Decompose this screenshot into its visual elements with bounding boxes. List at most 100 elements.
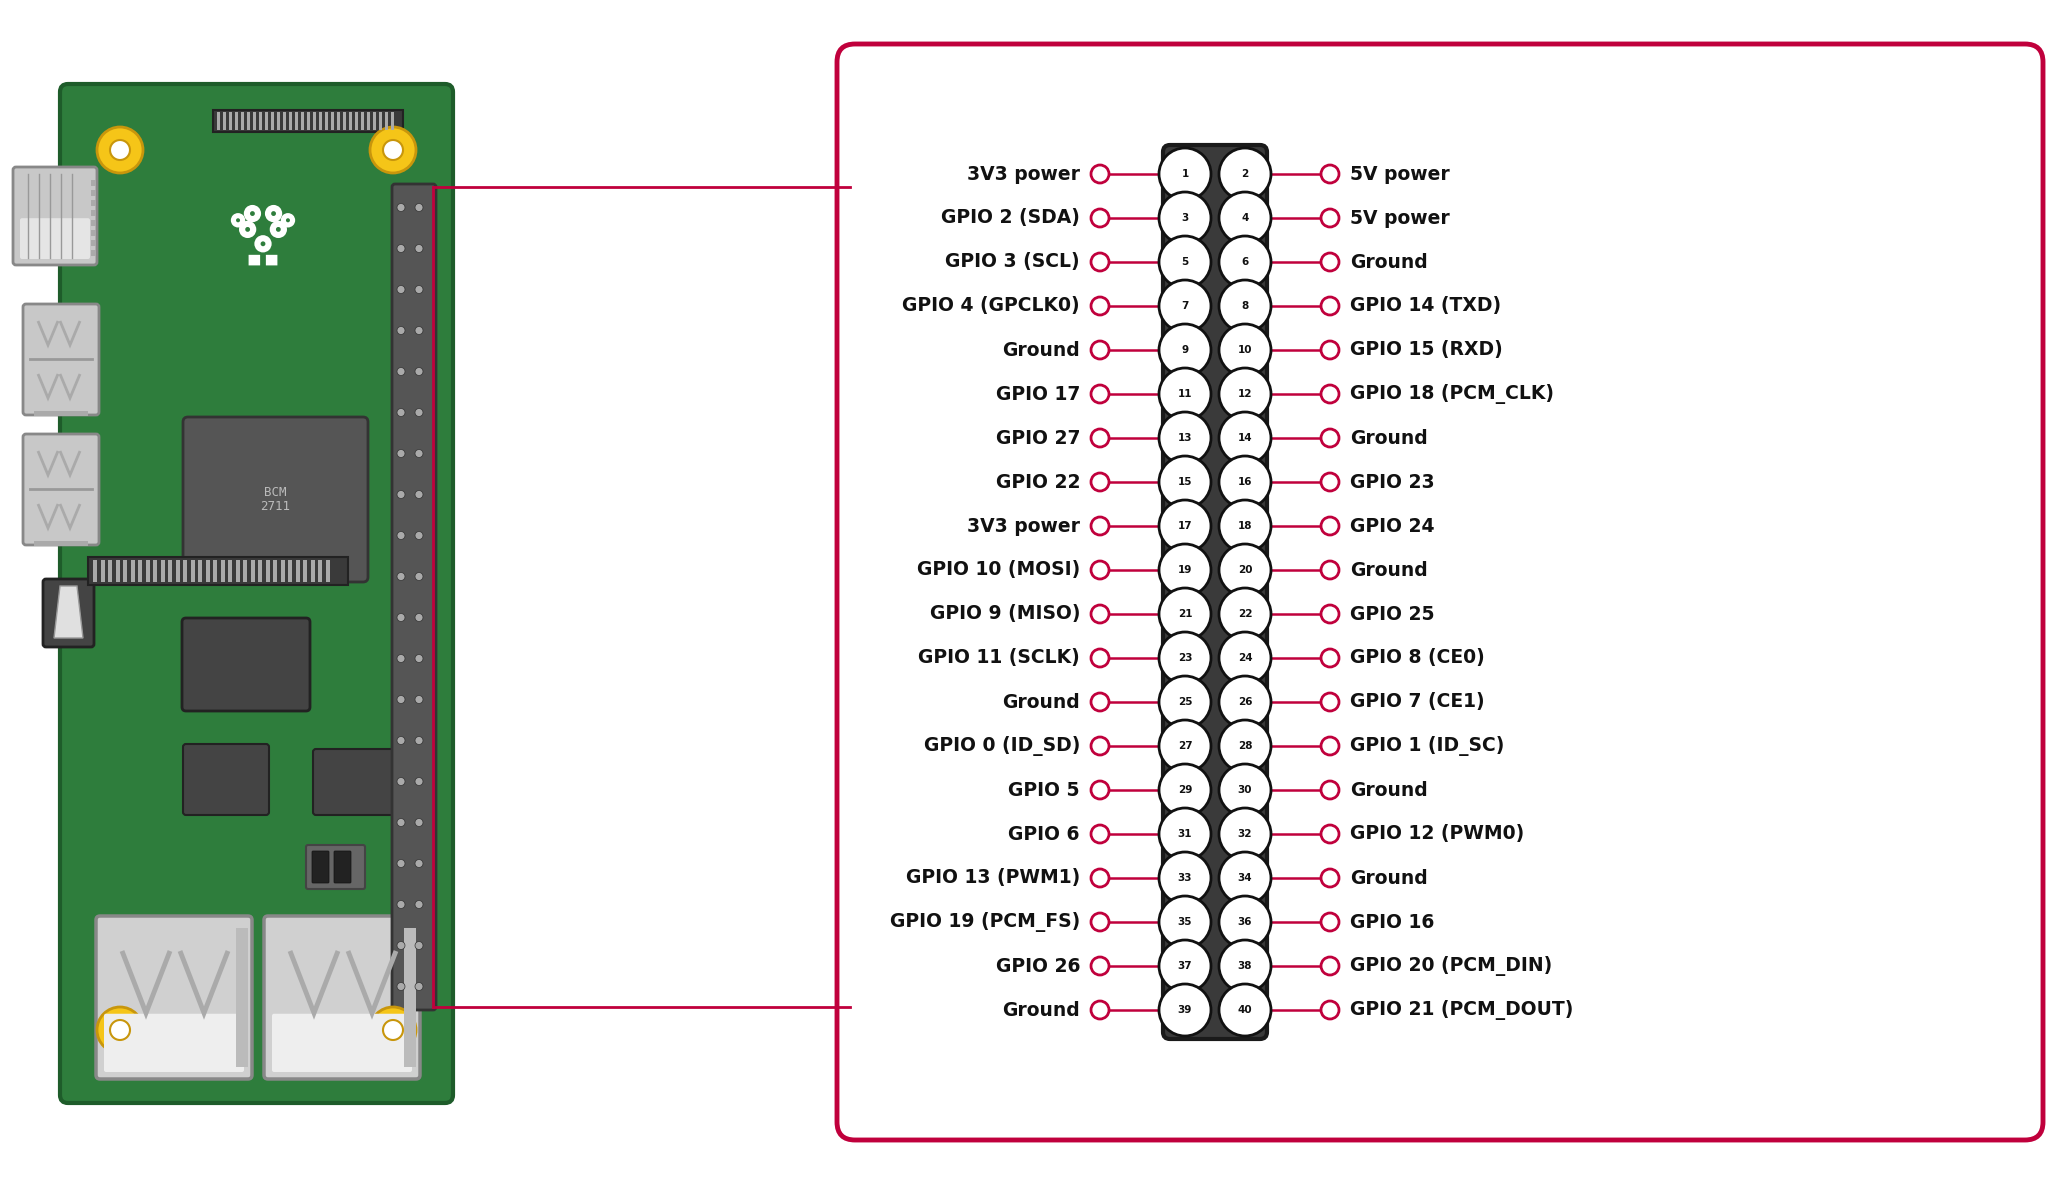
Bar: [303, 561, 308, 582]
Circle shape: [1220, 324, 1271, 376]
Bar: [235, 928, 248, 1066]
Circle shape: [415, 409, 423, 416]
Bar: [221, 561, 225, 582]
Bar: [374, 113, 376, 130]
Circle shape: [415, 327, 423, 334]
Circle shape: [1321, 297, 1340, 315]
Circle shape: [1220, 940, 1271, 992]
Bar: [130, 561, 134, 582]
Circle shape: [1092, 385, 1108, 403]
Circle shape: [1220, 632, 1271, 684]
Circle shape: [415, 777, 423, 786]
Circle shape: [1092, 912, 1108, 931]
Circle shape: [415, 819, 423, 826]
Text: GPIO 2 (SDA): GPIO 2 (SDA): [941, 209, 1079, 228]
Text: 18: 18: [1238, 521, 1253, 531]
Circle shape: [1321, 254, 1340, 271]
FancyBboxPatch shape: [184, 744, 268, 815]
Circle shape: [396, 532, 405, 539]
Text: GPIO 15 (RXD): GPIO 15 (RXD): [1350, 340, 1503, 359]
Circle shape: [264, 205, 283, 223]
Circle shape: [1160, 984, 1212, 1036]
Text: 5V power: 5V power: [1350, 209, 1449, 228]
FancyBboxPatch shape: [213, 110, 402, 132]
Text: 31: 31: [1179, 830, 1193, 839]
Text: 20: 20: [1238, 565, 1253, 575]
Bar: [33, 542, 89, 546]
Text: 34: 34: [1238, 873, 1253, 883]
Circle shape: [254, 235, 272, 252]
Circle shape: [1092, 649, 1108, 667]
Text: Ground: Ground: [1003, 1000, 1079, 1019]
Text: GPIO 14 (TXD): GPIO 14 (TXD): [1350, 296, 1501, 315]
Text: GPIO 16: GPIO 16: [1350, 912, 1434, 931]
Bar: [235, 113, 237, 130]
Circle shape: [1092, 473, 1108, 491]
Circle shape: [396, 654, 405, 662]
FancyBboxPatch shape: [89, 557, 349, 585]
FancyBboxPatch shape: [23, 305, 99, 415]
Text: 23: 23: [1179, 653, 1193, 662]
Text: 29: 29: [1179, 784, 1193, 795]
Text: 9: 9: [1181, 345, 1189, 356]
Text: GPIO 21 (PCM_DOUT): GPIO 21 (PCM_DOUT): [1350, 1000, 1573, 1020]
Text: GPIO 26: GPIO 26: [995, 956, 1079, 975]
Text: GPIO 7 (CE1): GPIO 7 (CE1): [1350, 692, 1484, 711]
Bar: [277, 113, 281, 130]
Circle shape: [1220, 852, 1271, 904]
Bar: [289, 113, 291, 130]
Text: 24: 24: [1238, 653, 1253, 662]
Circle shape: [396, 901, 405, 909]
Bar: [343, 113, 347, 130]
Circle shape: [1220, 500, 1271, 552]
Circle shape: [415, 286, 423, 294]
Circle shape: [415, 737, 423, 744]
Circle shape: [250, 211, 254, 216]
Text: GPIO 8 (CE0): GPIO 8 (CE0): [1350, 648, 1484, 667]
FancyBboxPatch shape: [1162, 145, 1267, 1039]
Bar: [326, 561, 330, 582]
Bar: [295, 113, 297, 130]
Circle shape: [384, 140, 402, 160]
Circle shape: [1321, 165, 1340, 182]
Circle shape: [396, 614, 405, 621]
Circle shape: [1220, 412, 1271, 465]
Circle shape: [1092, 869, 1108, 888]
Circle shape: [244, 205, 260, 223]
Circle shape: [415, 532, 423, 539]
Circle shape: [396, 367, 405, 376]
Circle shape: [1321, 429, 1340, 447]
Bar: [405, 928, 417, 1066]
Text: GPIO 12 (PWM0): GPIO 12 (PWM0): [1350, 825, 1523, 844]
Bar: [107, 561, 111, 582]
Text: 38: 38: [1238, 961, 1253, 971]
Text: 3V3 power: 3V3 power: [968, 517, 1079, 536]
Circle shape: [270, 220, 287, 238]
Text: GPIO 24: GPIO 24: [1350, 517, 1434, 536]
Text: 28: 28: [1238, 741, 1253, 751]
Circle shape: [1092, 781, 1108, 799]
Circle shape: [396, 449, 405, 457]
Bar: [336, 113, 341, 130]
Circle shape: [1092, 341, 1108, 359]
Bar: [206, 561, 211, 582]
Bar: [281, 561, 285, 582]
Circle shape: [1160, 764, 1212, 816]
FancyBboxPatch shape: [272, 1013, 413, 1072]
Bar: [270, 113, 275, 130]
Circle shape: [415, 942, 423, 949]
Text: GPIO 1 (ID_SC): GPIO 1 (ID_SC): [1350, 736, 1505, 756]
Text: 26: 26: [1238, 697, 1253, 707]
Circle shape: [1092, 957, 1108, 975]
Circle shape: [1220, 764, 1271, 816]
Text: Ground: Ground: [1003, 340, 1079, 359]
Text: 5V power: 5V power: [1350, 165, 1449, 184]
Text: Ground: Ground: [1350, 561, 1428, 579]
Bar: [324, 113, 328, 130]
Text: Ground: Ground: [1350, 252, 1428, 271]
Text: GPIO 10 (MOSI): GPIO 10 (MOSI): [916, 561, 1079, 579]
Bar: [264, 113, 268, 130]
Bar: [308, 113, 310, 130]
Bar: [330, 113, 334, 130]
Text: 19: 19: [1179, 565, 1193, 575]
